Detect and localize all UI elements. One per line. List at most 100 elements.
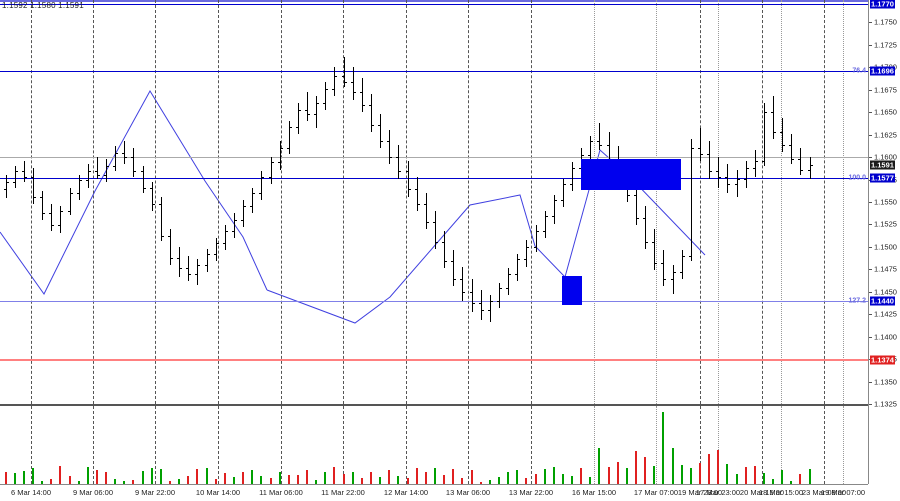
price-axis-scale[interactable]: 1.17501.17251.17001.16751.16501.16251.16… xyxy=(868,0,900,484)
candle-open-tick xyxy=(488,309,490,311)
time-tick-label: 18 Mar 15:00 xyxy=(758,488,804,497)
candle-open-tick xyxy=(744,178,746,180)
candle-bar xyxy=(362,78,363,113)
candle-bar xyxy=(353,67,354,100)
axis-tickmark xyxy=(869,134,872,136)
time-tick-label: 9 Mar 22:00 xyxy=(134,488,176,497)
candle-close-tick xyxy=(326,88,328,90)
time-tick-label: 13 Mar 06:00 xyxy=(445,488,491,497)
fib-level-1272: 127.2 xyxy=(848,297,866,305)
volume-bar xyxy=(96,470,98,484)
grid-vline xyxy=(781,406,783,484)
price-tick-label: 1.1425 xyxy=(874,309,897,319)
candle-bar xyxy=(106,158,107,183)
zigzag-2[interactable] xyxy=(266,194,566,324)
candle-close-tick xyxy=(381,140,383,142)
volume-chart-pane[interactable] xyxy=(0,406,868,484)
level-1374[interactable] xyxy=(0,359,868,361)
candle-close-tick xyxy=(473,302,475,304)
volume-bar xyxy=(132,479,134,484)
candle-bar xyxy=(33,167,34,204)
candle-open-tick xyxy=(579,167,581,169)
grid-vline xyxy=(656,406,658,484)
candle-open-tick xyxy=(141,171,143,173)
candle-close-tick xyxy=(363,105,365,107)
candle-open-tick xyxy=(195,273,197,275)
candle-close-tick xyxy=(801,169,803,171)
time-tick-label: 17 Mar 23:00 xyxy=(695,488,741,497)
candle-bar xyxy=(179,246,180,278)
candle-close-tick xyxy=(683,255,685,257)
candle-close-tick xyxy=(555,200,557,202)
current-price-tag[interactable]: 1.1591 xyxy=(870,160,895,170)
top-level-tag[interactable]: 1.1770 xyxy=(870,0,895,9)
level-1440[interactable] xyxy=(0,300,868,302)
volume-bar xyxy=(187,475,189,484)
volume-bar xyxy=(489,480,491,484)
candle-open-tick xyxy=(524,259,526,261)
candle-open-tick xyxy=(314,114,316,116)
grid-vline xyxy=(468,0,470,404)
candle-open-tick xyxy=(168,236,170,238)
grid-vline xyxy=(281,406,283,484)
demand-zone[interactable] xyxy=(562,276,582,305)
candle-bar xyxy=(325,81,326,111)
candle-bar xyxy=(755,149,756,177)
volume-bar xyxy=(726,464,728,484)
axis-tickmark xyxy=(869,157,872,159)
axis-tickmark xyxy=(869,202,872,203)
grid-vline xyxy=(700,406,702,484)
price-tick-label: 1.1675 xyxy=(874,85,897,95)
candle-open-tick xyxy=(95,170,97,172)
candle-open-tick xyxy=(259,193,261,195)
candle-open-tick xyxy=(671,279,673,281)
candle-bar xyxy=(188,255,189,281)
candle-open-tick xyxy=(323,103,325,105)
price-chart-pane[interactable] xyxy=(0,0,868,404)
candle-close-tick xyxy=(783,144,785,146)
candle-open-tick xyxy=(634,194,636,196)
volume-bar xyxy=(361,478,363,484)
fib-1272-tag[interactable]: 1.1440 xyxy=(870,296,895,306)
volume-bar xyxy=(799,474,801,484)
time-tick-label: 13 Mar 22:00 xyxy=(508,488,554,497)
pane-divider xyxy=(0,404,868,406)
volume-bar xyxy=(251,470,253,484)
volume-bar xyxy=(233,477,235,484)
level-1770[interactable] xyxy=(0,4,868,6)
volume-bar xyxy=(708,453,710,484)
candle-close-tick xyxy=(16,171,18,173)
candle-open-tick xyxy=(177,257,179,259)
fib-1000-tag[interactable]: 1.1577 xyxy=(870,173,895,183)
candle-close-tick xyxy=(719,176,721,178)
candle-close-tick xyxy=(116,152,118,154)
volume-bar xyxy=(196,469,198,484)
volume-bar xyxy=(461,478,463,484)
price-tick-label: 1.1400 xyxy=(874,332,897,342)
candle-open-tick xyxy=(296,126,298,128)
level-1577[interactable] xyxy=(0,177,868,179)
candle-open-tick xyxy=(451,261,453,263)
candle-close-tick xyxy=(25,176,27,178)
candle-bar xyxy=(417,176,418,211)
grid-vline xyxy=(762,406,764,484)
zigzag-1[interactable] xyxy=(0,90,268,295)
level-1696[interactable] xyxy=(0,70,868,72)
candle-open-tick xyxy=(808,169,810,171)
candle-close-tick xyxy=(235,219,237,221)
candle-open-tick xyxy=(789,144,791,146)
candle-open-tick xyxy=(40,196,42,198)
alert-level-tag[interactable]: 1.1374 xyxy=(870,355,895,365)
candle-bar xyxy=(298,103,299,134)
candle-close-tick xyxy=(811,165,813,167)
candle-bar xyxy=(371,94,372,132)
volume-bar xyxy=(790,481,792,484)
candle-open-tick xyxy=(460,279,462,281)
candle-bar xyxy=(609,131,610,167)
supply-zone[interactable] xyxy=(581,159,681,190)
time-tick-label: 11 Mar 06:00 xyxy=(259,488,303,497)
level-1600[interactable] xyxy=(0,157,868,159)
candle-close-tick xyxy=(208,254,210,256)
volume-bar xyxy=(416,468,418,484)
fib-764-tag[interactable]: 1.1696 xyxy=(870,66,895,76)
